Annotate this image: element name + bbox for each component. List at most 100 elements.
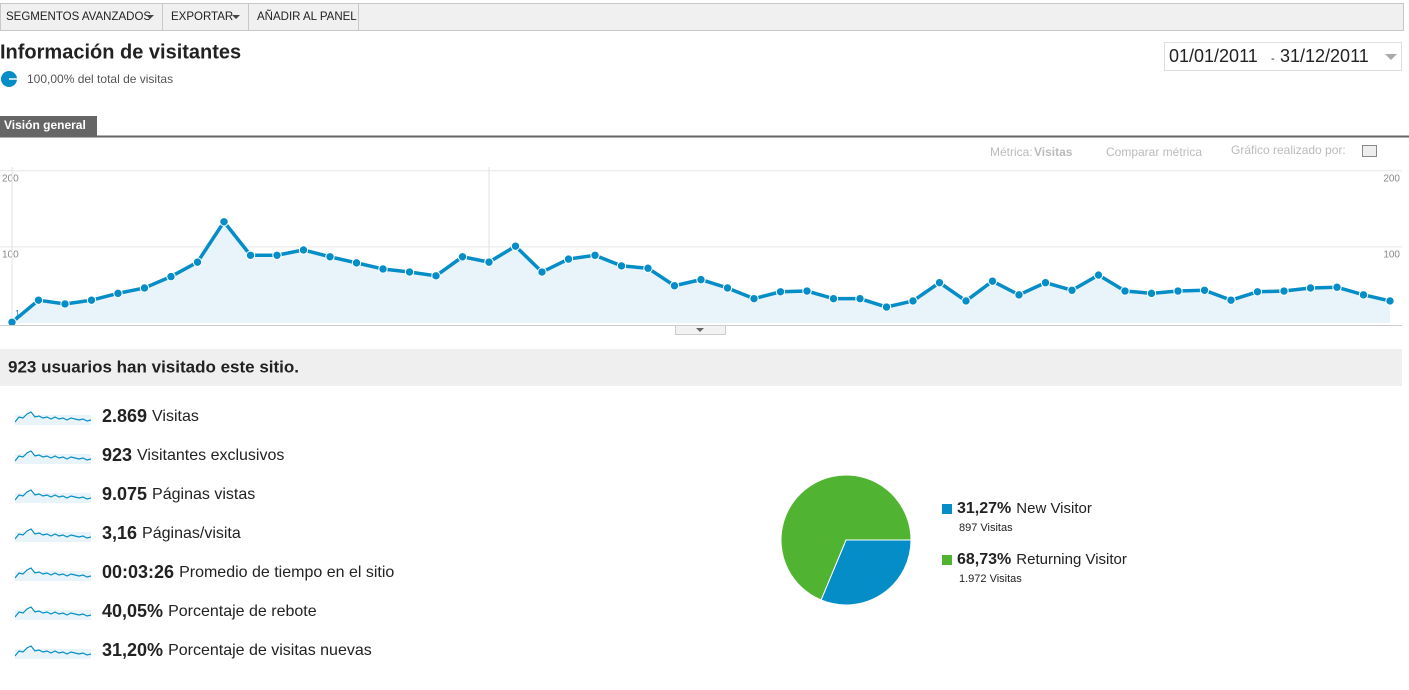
y-tick-label: 200 bbox=[2, 173, 19, 184]
line-chart: 1001002002001 de ene - 28 de feb1 de may… bbox=[0, 167, 1402, 327]
metric-label: Porcentaje de visitas nuevas bbox=[168, 642, 372, 659]
point bbox=[908, 296, 918, 306]
point bbox=[1332, 282, 1342, 292]
point bbox=[749, 293, 759, 304]
metric-value: 923 bbox=[102, 445, 132, 465]
metric-label: Visitas bbox=[152, 408, 199, 425]
area bbox=[12, 221, 1390, 323]
point bbox=[457, 252, 468, 262]
point bbox=[484, 257, 494, 267]
point bbox=[934, 277, 945, 288]
pie-slice bbox=[820, 539, 912, 606]
legend-value: 31,27% bbox=[957, 500, 1011, 517]
point bbox=[431, 271, 441, 281]
point bbox=[166, 271, 176, 282]
point bbox=[961, 296, 971, 306]
metric-value: 3,16 bbox=[102, 523, 137, 543]
point bbox=[298, 245, 309, 255]
point bbox=[1040, 277, 1051, 288]
pie-slice bbox=[780, 474, 912, 601]
legend-note: 1.972 Visitas bbox=[959, 573, 1022, 585]
point bbox=[537, 267, 547, 277]
point bbox=[139, 283, 150, 293]
metric-label: Métrica: bbox=[990, 145, 1033, 159]
point bbox=[1226, 295, 1236, 305]
metric: 3,16 Páginas/visita bbox=[102, 523, 241, 543]
metric-label: Visitantes exclusivos bbox=[137, 447, 284, 464]
point bbox=[1067, 285, 1077, 295]
point bbox=[86, 295, 97, 305]
metric-label: Páginas vistas bbox=[152, 486, 255, 503]
tab[interactable] bbox=[0, 116, 97, 136]
point bbox=[510, 241, 521, 251]
toolbar-button[interactable]: AÑADIR AL PANEL bbox=[257, 10, 357, 23]
summary: 923 usuarios han visitado este sitio. bbox=[8, 357, 299, 376]
metric: 40,05% Porcentaje de rebote bbox=[102, 601, 317, 621]
point bbox=[881, 302, 892, 312]
legend-entry: 68,73% Returning Visitor bbox=[957, 551, 1127, 568]
page-title: Información de visitantes bbox=[0, 41, 241, 63]
point bbox=[404, 267, 415, 277]
sparkline bbox=[15, 645, 91, 659]
point bbox=[828, 293, 839, 304]
date-separator: - bbox=[1271, 53, 1275, 65]
legend-name: Returning Visitor bbox=[1016, 551, 1127, 568]
point bbox=[325, 252, 335, 262]
point bbox=[192, 257, 203, 267]
graph-type-icon[interactable] bbox=[1362, 145, 1377, 157]
toolbar-button[interactable]: EXPORTAR bbox=[171, 11, 233, 23]
metric: 00:03:26 Promedio de tiempo en el sitio bbox=[102, 562, 394, 582]
point bbox=[616, 261, 627, 271]
point bbox=[1146, 288, 1157, 299]
graph-by: Gráfico realizado por: bbox=[1231, 143, 1346, 157]
point bbox=[1014, 290, 1024, 300]
tab-label: Visión general bbox=[4, 118, 86, 132]
metric-value: 00:03:26 bbox=[102, 562, 174, 582]
metrics: 2.869 Visitas 923 Visitantes exclusivos 9.07… bbox=[15, 406, 394, 660]
sparkline bbox=[15, 489, 91, 503]
point bbox=[219, 217, 229, 227]
point bbox=[1358, 290, 1369, 300]
y-tick-label: 200 bbox=[1383, 173, 1400, 184]
point bbox=[590, 250, 600, 260]
point bbox=[1279, 286, 1289, 296]
metric: 9.075 Páginas vistas bbox=[102, 484, 255, 504]
point bbox=[1173, 286, 1183, 296]
date-end: 31/12/2011 bbox=[1280, 46, 1369, 66]
y-tick-label: 100 bbox=[2, 250, 19, 261]
point bbox=[669, 281, 680, 291]
point bbox=[1093, 270, 1104, 280]
metric-value: 31,20% bbox=[102, 640, 163, 660]
segment-share: 100,00% del total de visitas bbox=[27, 72, 173, 86]
point bbox=[1305, 283, 1316, 293]
point bbox=[563, 254, 574, 264]
legend-name: New Visitor bbox=[1016, 500, 1092, 517]
sparkline bbox=[15, 567, 91, 581]
point bbox=[33, 295, 44, 305]
point bbox=[1385, 296, 1395, 306]
metric-select[interactable]: Visitas bbox=[1034, 145, 1073, 159]
sparkline bbox=[15, 528, 91, 542]
point bbox=[113, 288, 123, 299]
point bbox=[722, 283, 733, 293]
metric-label: Promedio de tiempo en el sitio bbox=[179, 564, 394, 581]
legend-entry: 31,27% New Visitor bbox=[957, 500, 1092, 517]
point bbox=[696, 274, 706, 285]
date-start: 01/01/2011 bbox=[1169, 46, 1258, 66]
metric: 923 Visitantes exclusivos bbox=[102, 445, 284, 465]
legend-note: 897 Visitas bbox=[959, 522, 1013, 534]
date-picker[interactable] bbox=[1164, 42, 1402, 71]
point bbox=[802, 286, 812, 296]
legend-value: 68,73% bbox=[957, 551, 1011, 568]
sparkline bbox=[15, 450, 91, 464]
toolbar-button[interactable]: SEGMENTOS AVANZADOS bbox=[6, 11, 151, 23]
compare-metric[interactable]: Comparar métrica bbox=[1106, 145, 1202, 159]
point bbox=[378, 264, 388, 274]
legend-swatch bbox=[942, 504, 952, 514]
point bbox=[7, 317, 17, 327]
sparkline bbox=[15, 411, 91, 425]
metric: 31,20% Porcentaje de visitas nuevas bbox=[102, 640, 372, 660]
point bbox=[351, 258, 362, 268]
